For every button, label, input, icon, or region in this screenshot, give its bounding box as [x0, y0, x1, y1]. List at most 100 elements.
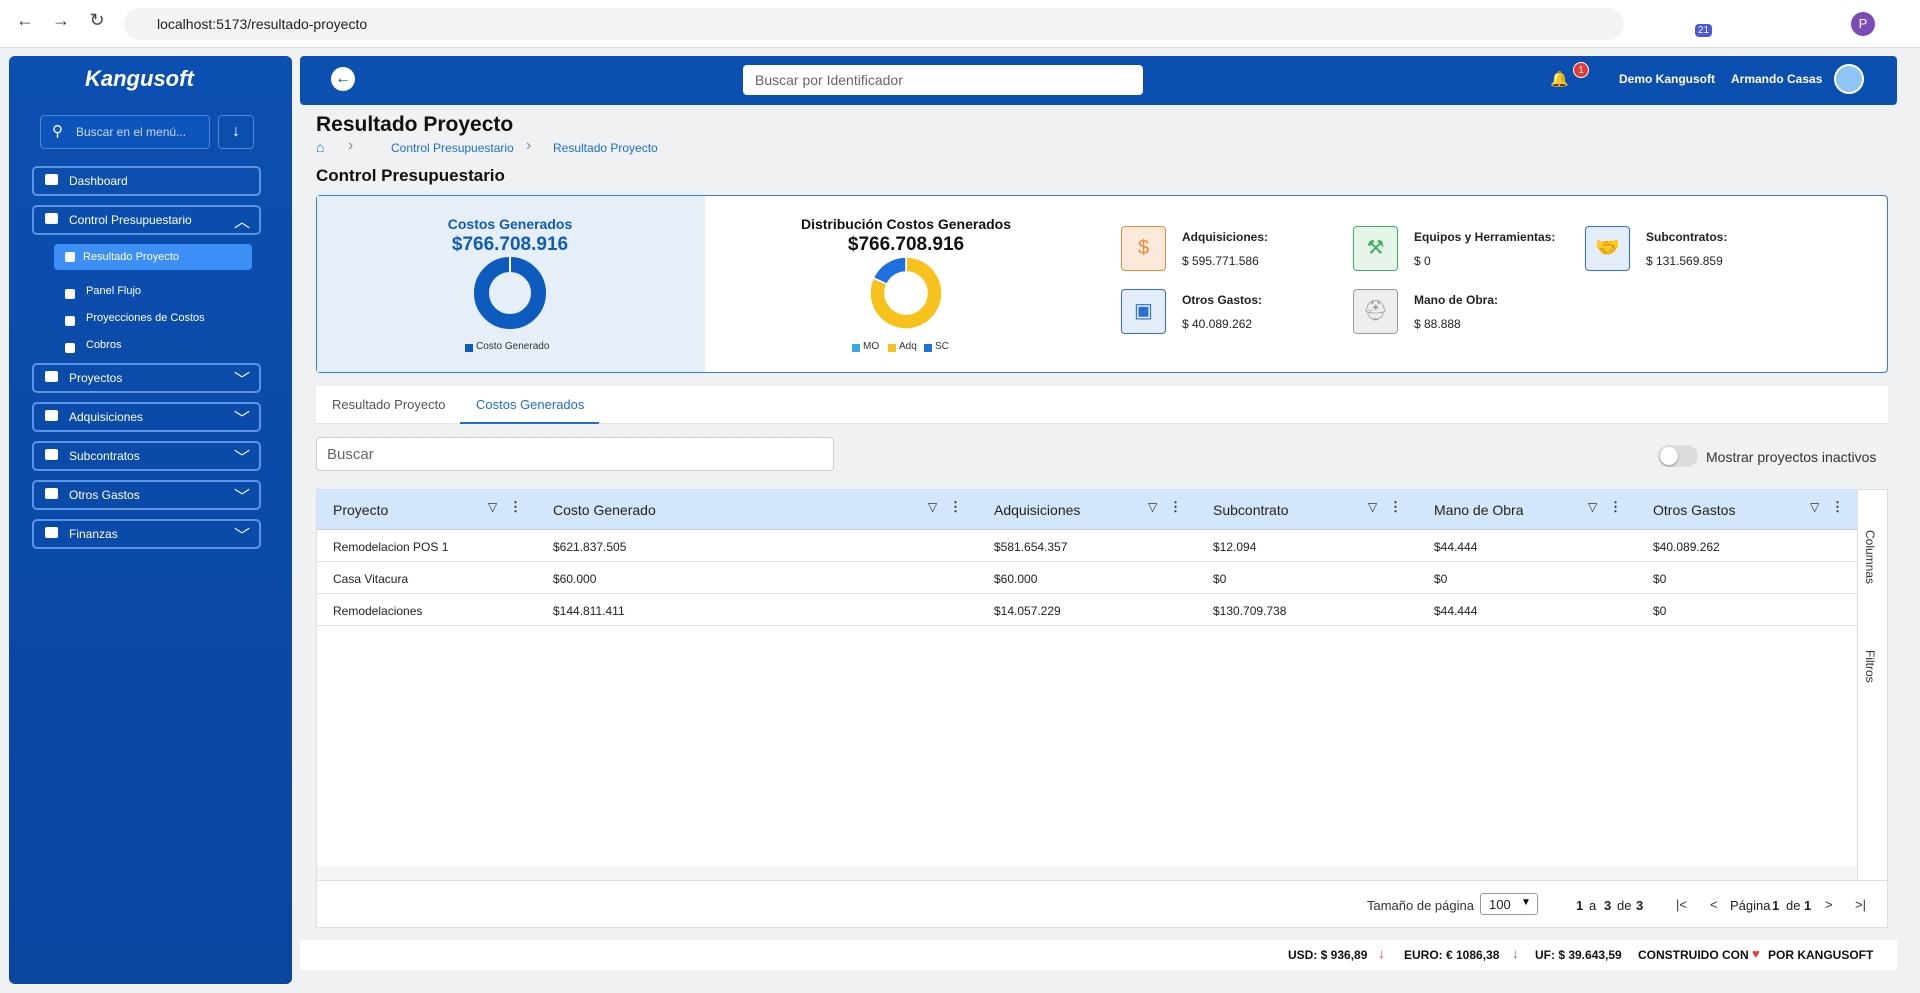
- avatar[interactable]: [1834, 64, 1864, 94]
- column-header[interactable]: Subcontrato: [1213, 502, 1289, 518]
- side-tab[interactable]: Columnas: [1863, 530, 1877, 585]
- chevron: ︿: [234, 214, 251, 231]
- breadcrumb[interactable]: Control Presupuestario: [391, 141, 514, 155]
- tab[interactable]: Resultado Proyecto: [332, 397, 446, 412]
- card-value: $ 88.888: [1414, 317, 1461, 331]
- side-tab[interactable]: Filtros: [1863, 650, 1877, 683]
- menu-label: Proyectos: [69, 371, 123, 385]
- column-header[interactable]: Proyecto: [333, 502, 389, 518]
- column-menu[interactable]: ⋮: [1831, 499, 1844, 514]
- filter-icon[interactable]: ▽: [928, 500, 938, 514]
- column-header[interactable]: Otros Gastos: [1653, 502, 1736, 518]
- filter-icon[interactable]: ▽: [1588, 500, 1598, 514]
- menu-label: Subcontratos: [69, 449, 140, 463]
- menu-item[interactable]: [32, 441, 261, 471]
- pagination-bar: [317, 880, 1887, 927]
- bell[interactable]: 🔔: [1550, 71, 1569, 88]
- page-range: de: [1617, 898, 1632, 913]
- page-indicator: 1: [1804, 898, 1812, 913]
- menu-search[interactable]: [40, 115, 210, 149]
- crumb-sep: ›: [526, 137, 532, 154]
- menu-search-placeholder: Buscar en el menú...: [76, 125, 187, 139]
- toggle-label: Mostrar proyectos inactivos: [1706, 449, 1877, 465]
- menu-icon: [45, 174, 58, 185]
- legend-label: SC: [935, 341, 949, 352]
- company: Demo Kangusoft: [1619, 72, 1715, 86]
- page-nav[interactable]: >: [1825, 897, 1833, 912]
- column-menu[interactable]: ⋮: [949, 499, 962, 514]
- submenu-label[interactable]: Proyecciones de Costos: [86, 312, 205, 324]
- chevron: ﹀: [234, 372, 251, 389]
- donut-total: $766.708.916: [451, 234, 569, 255]
- page-indicator: de: [1786, 898, 1801, 913]
- column-menu[interactable]: ⋮: [1609, 499, 1622, 514]
- column-menu[interactable]: ⋮: [509, 499, 522, 514]
- tab[interactable]: Costos Generados: [476, 397, 585, 412]
- column-header[interactable]: Costo Generado: [553, 502, 656, 518]
- section-title: Control Presupuestario: [316, 166, 505, 185]
- crumb-sep: ›: [348, 137, 354, 154]
- cell: Casa Vitacura: [333, 572, 409, 586]
- page-size-select[interactable]: [1480, 893, 1538, 915]
- cell: $0: [1653, 572, 1667, 586]
- submenu-label[interactable]: Resultado Proyecto: [83, 251, 179, 263]
- menu-item[interactable]: [32, 205, 261, 235]
- menu-item[interactable]: [32, 363, 261, 393]
- card-icon: $: [1121, 226, 1166, 271]
- legend-swatch: [465, 344, 473, 352]
- row: [317, 530, 1857, 562]
- profile[interactable]: P: [1851, 12, 1875, 36]
- submenu-label[interactable]: Panel Flujo: [86, 285, 142, 297]
- submenu-label[interactable]: Cobros: [86, 339, 122, 351]
- filter-icon[interactable]: ▽: [1810, 500, 1820, 514]
- menu-icon: [45, 213, 58, 224]
- card-label: Equipos y Herramientas:: [1414, 230, 1556, 244]
- menu-item[interactable]: [32, 519, 261, 549]
- menu-item[interactable]: [32, 166, 261, 196]
- cell: $60.000: [553, 572, 597, 586]
- header-search-placeholder: Buscar por Identificador: [755, 72, 903, 88]
- chevron: ﹀: [234, 450, 251, 467]
- address-bar[interactable]: [124, 8, 1624, 40]
- footer: [300, 940, 1897, 970]
- chevron: ﹀: [234, 528, 251, 545]
- column-header[interactable]: Mano de Obra: [1434, 502, 1524, 518]
- nav-button[interactable]: →: [52, 10, 70, 30]
- cell: $0: [1213, 572, 1227, 586]
- search-icon: ⚲: [52, 123, 63, 140]
- donut-segment: [869, 256, 943, 330]
- legend-label: Adq: [899, 341, 917, 352]
- arrow-down: ↓: [1378, 946, 1385, 961]
- page-nav[interactable]: >|: [1855, 897, 1866, 912]
- nav-button[interactable]: ↻: [89, 10, 105, 30]
- menu-label: Finanzas: [69, 527, 118, 541]
- cell: $621.837.505: [553, 540, 627, 554]
- column-menu[interactable]: ⋮: [1389, 499, 1402, 514]
- submenu-icon: [65, 343, 75, 353]
- search-input[interactable]: [316, 437, 834, 471]
- filter-icon[interactable]: ▽: [488, 500, 498, 514]
- menu-collapse[interactable]: ↓: [218, 115, 254, 149]
- active-item[interactable]: [54, 244, 252, 270]
- filter-icon[interactable]: ▽: [1368, 500, 1378, 514]
- nav-button[interactable]: ←: [16, 10, 34, 30]
- grid: [316, 489, 1888, 928]
- header-search[interactable]: [743, 65, 1143, 95]
- column-header[interactable]: Adquisiciones: [994, 502, 1081, 518]
- column-menu[interactable]: ⋮: [1169, 499, 1182, 514]
- menu-icon: [45, 371, 58, 382]
- page-nav[interactable]: |<: [1676, 897, 1687, 912]
- card-label: Mano de Obra:: [1414, 293, 1499, 307]
- notif-badge: 1: [1573, 62, 1589, 78]
- menu-item[interactable]: [32, 480, 261, 510]
- donut-title: Costos Generados: [447, 216, 573, 232]
- page-nav[interactable]: <: [1710, 897, 1718, 912]
- menu-label: Control Presupuestario: [69, 213, 192, 227]
- donut-segment: [872, 256, 907, 286]
- menu-item[interactable]: [32, 402, 261, 432]
- legend-swatch: [924, 344, 932, 352]
- filter-icon[interactable]: ▽: [1148, 500, 1158, 514]
- back-button[interactable]: ←: [331, 67, 355, 91]
- toggle-knob: [1660, 447, 1678, 465]
